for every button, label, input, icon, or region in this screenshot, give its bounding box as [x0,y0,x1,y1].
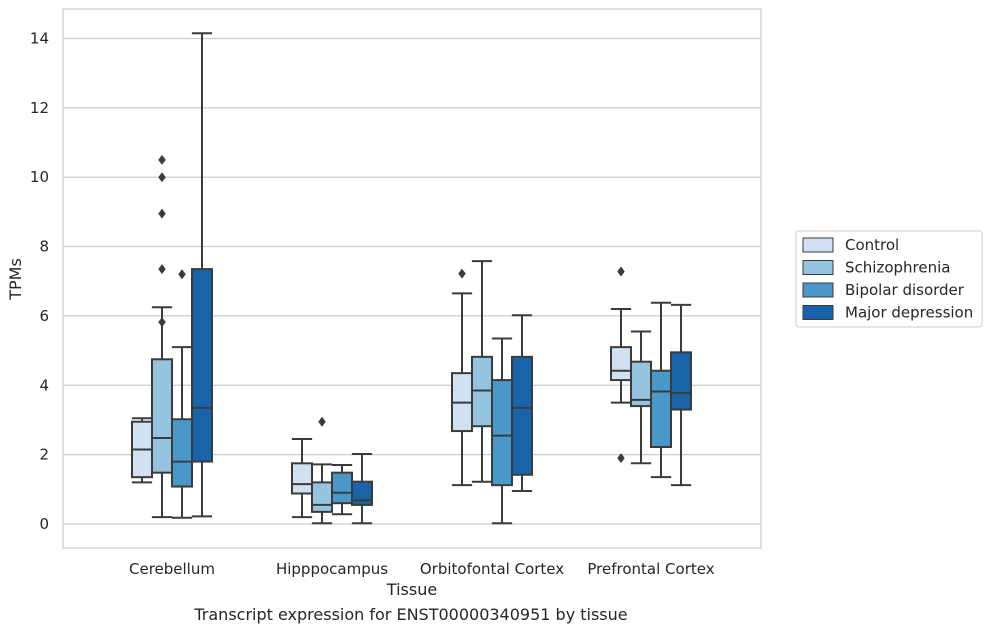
outlier-point [318,416,326,427]
plot-area-frame [62,8,762,549]
box-iqr [311,481,333,513]
outlier-point [158,208,166,219]
box-2-3 [650,301,672,479]
y-tick-label: 10 [30,168,49,186]
x-tick-label: Hipppocampus [276,560,388,578]
box-1-3 [630,330,652,465]
legend-label: Bipolar disorder [845,281,965,299]
legend: Control Schizophrenia Bipolar disorder Majo… [795,230,983,328]
legend-swatch [802,260,834,275]
boxes [131,32,692,525]
box-iqr [650,369,672,449]
x-tick-label: Orbitofontal Cortex [420,560,564,578]
y-axis-label: TPMs [6,258,25,301]
box-iqr [191,268,213,463]
legend-swatch [802,305,834,320]
x-axis-ticks: Cerebellum Hipppocampus Orbitofontal Corte… [129,560,715,578]
box-0-2 [451,268,473,487]
y-tick-label: 4 [39,376,49,394]
box-2-1 [331,464,353,516]
x-axis-label: Tissue [386,580,437,599]
x-tick-label: Cerebellum [129,560,215,578]
outlier-point [158,317,166,328]
outlier-point [617,453,625,464]
box-iqr [331,471,353,505]
legend-label: Schizophrenia [845,259,950,277]
outlier-point [158,154,166,165]
box-0-3 [610,266,632,464]
y-axis-ticks: 0 2 4 6 8 10 12 14 [30,29,49,533]
box-1-0 [151,154,173,519]
legend-label: Major depression [845,304,973,322]
box-3-1 [351,452,373,525]
box-iqr [491,379,513,487]
box-3-2 [511,314,533,493]
y-tick-label: 8 [39,238,49,256]
box-iqr [511,355,533,476]
box-0-0 [131,417,153,484]
box-1-2 [471,260,493,483]
outlier-point [458,268,466,279]
box-iqr [471,355,493,428]
chart-caption: Transcript expression for ENST0000034095… [194,605,628,624]
box-iqr [151,358,173,474]
box-0-1 [291,438,313,519]
box-iqr [351,480,373,506]
outlier-point [617,266,625,277]
x-tick-label: Prefrontal Cortex [587,560,714,578]
legend-frame [795,230,983,328]
box-1-1 [311,416,333,525]
box-3-3 [670,303,692,487]
box-iqr [291,462,313,495]
box-3-0 [191,32,213,518]
outlier-point [158,172,166,183]
box-2-0 [171,269,193,519]
y-tick-label: 0 [39,515,49,533]
legend-swatch [802,282,834,298]
outlier-point [178,269,186,280]
box-iqr [171,418,193,488]
legend-swatch [802,237,834,253]
legend-label: Control [845,236,899,254]
outlier-point [158,264,166,275]
box-iqr [610,346,632,382]
box-iqr [670,351,692,411]
y-tick-label: 2 [39,446,49,464]
box-2-2 [491,337,513,525]
y-tick-label: 6 [39,307,49,325]
y-tick-label: 12 [30,99,49,117]
y-tick-label: 14 [30,29,49,47]
